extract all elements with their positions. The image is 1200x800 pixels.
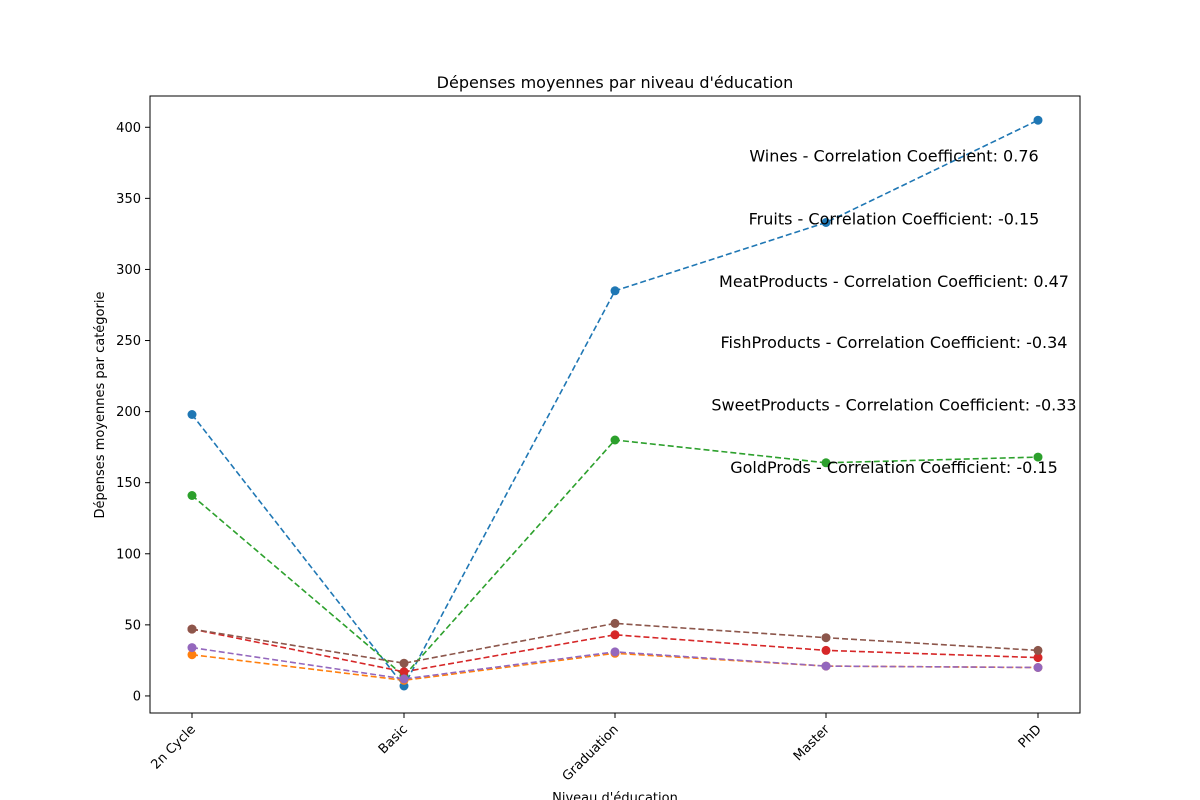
y-tick-label: 150 [116,476,141,491]
series-5 [187,618,1043,668]
x-tick-label: Graduation [560,722,622,784]
data-point [821,458,831,468]
data-point [610,630,620,640]
x-axis-title: Niveau d'éducation [552,791,678,800]
data-point [1033,115,1043,125]
x-axis: 2n Cycle Basic Graduation Master PhD [149,713,1045,784]
data-point [187,643,197,653]
data-point [610,435,620,445]
data-point [1033,663,1043,672]
data-point [399,674,409,684]
y-tick-label: 200 [116,405,141,420]
data-point [821,633,831,643]
x-tick-label: Master [791,722,833,764]
data-point [1033,653,1043,663]
annotation-layer: Wines - Correlation Coefficient: 0.76 Fru… [711,147,1076,477]
y-tick-label: 400 [116,121,141,136]
y-axis: 0 50 100 150 200 250 300 350 400 [116,121,150,704]
correlation-annotation: Fruits - Correlation Coefficient: -0.15 [749,209,1040,228]
data-point [1033,452,1043,462]
y-tick-label: 250 [116,334,141,349]
data-point [187,624,197,634]
y-tick-label: 100 [116,547,141,562]
correlation-annotation: MeatProducts - Correlation Coefficient: … [719,272,1069,291]
y-tick-label: 0 [133,689,141,704]
y-tick-label: 50 [124,618,141,633]
data-point [610,618,620,628]
data-point [399,667,409,677]
x-tick-label: 2n Cycle [149,722,199,772]
chart-title: Dépenses moyennes par niveau d'éducation [437,73,794,92]
y-axis-title: Dépenses moyennes par catégorie [93,292,108,519]
data-point [187,410,197,419]
x-tick-label: PhD [1016,722,1045,751]
data-point [187,650,197,660]
correlation-annotation: Wines - Correlation Coefficient: 0.76 [749,147,1038,166]
data-point [187,491,197,500]
correlation-annotation: FishProducts - Correlation Coefficient: … [721,333,1068,352]
data-point [821,645,831,655]
data-point [1033,645,1043,655]
data-point [821,218,831,227]
series-0 [187,115,1043,691]
series-line [191,622,1039,665]
data-point [399,658,409,668]
y-tick-label: 300 [116,263,141,278]
data-point [821,661,831,671]
data-point [610,286,620,296]
x-tick-label: Basic [376,722,411,757]
data-point [610,647,620,657]
y-tick-label: 350 [116,192,141,207]
series-line [191,628,1039,673]
series-layer [187,115,1043,691]
correlation-annotation: SweetProducts - Correlation Coefficient:… [711,396,1076,415]
series-4 [187,643,1043,684]
correlation-annotation: GoldProds - Correlation Coefficient: -0.… [730,458,1058,477]
